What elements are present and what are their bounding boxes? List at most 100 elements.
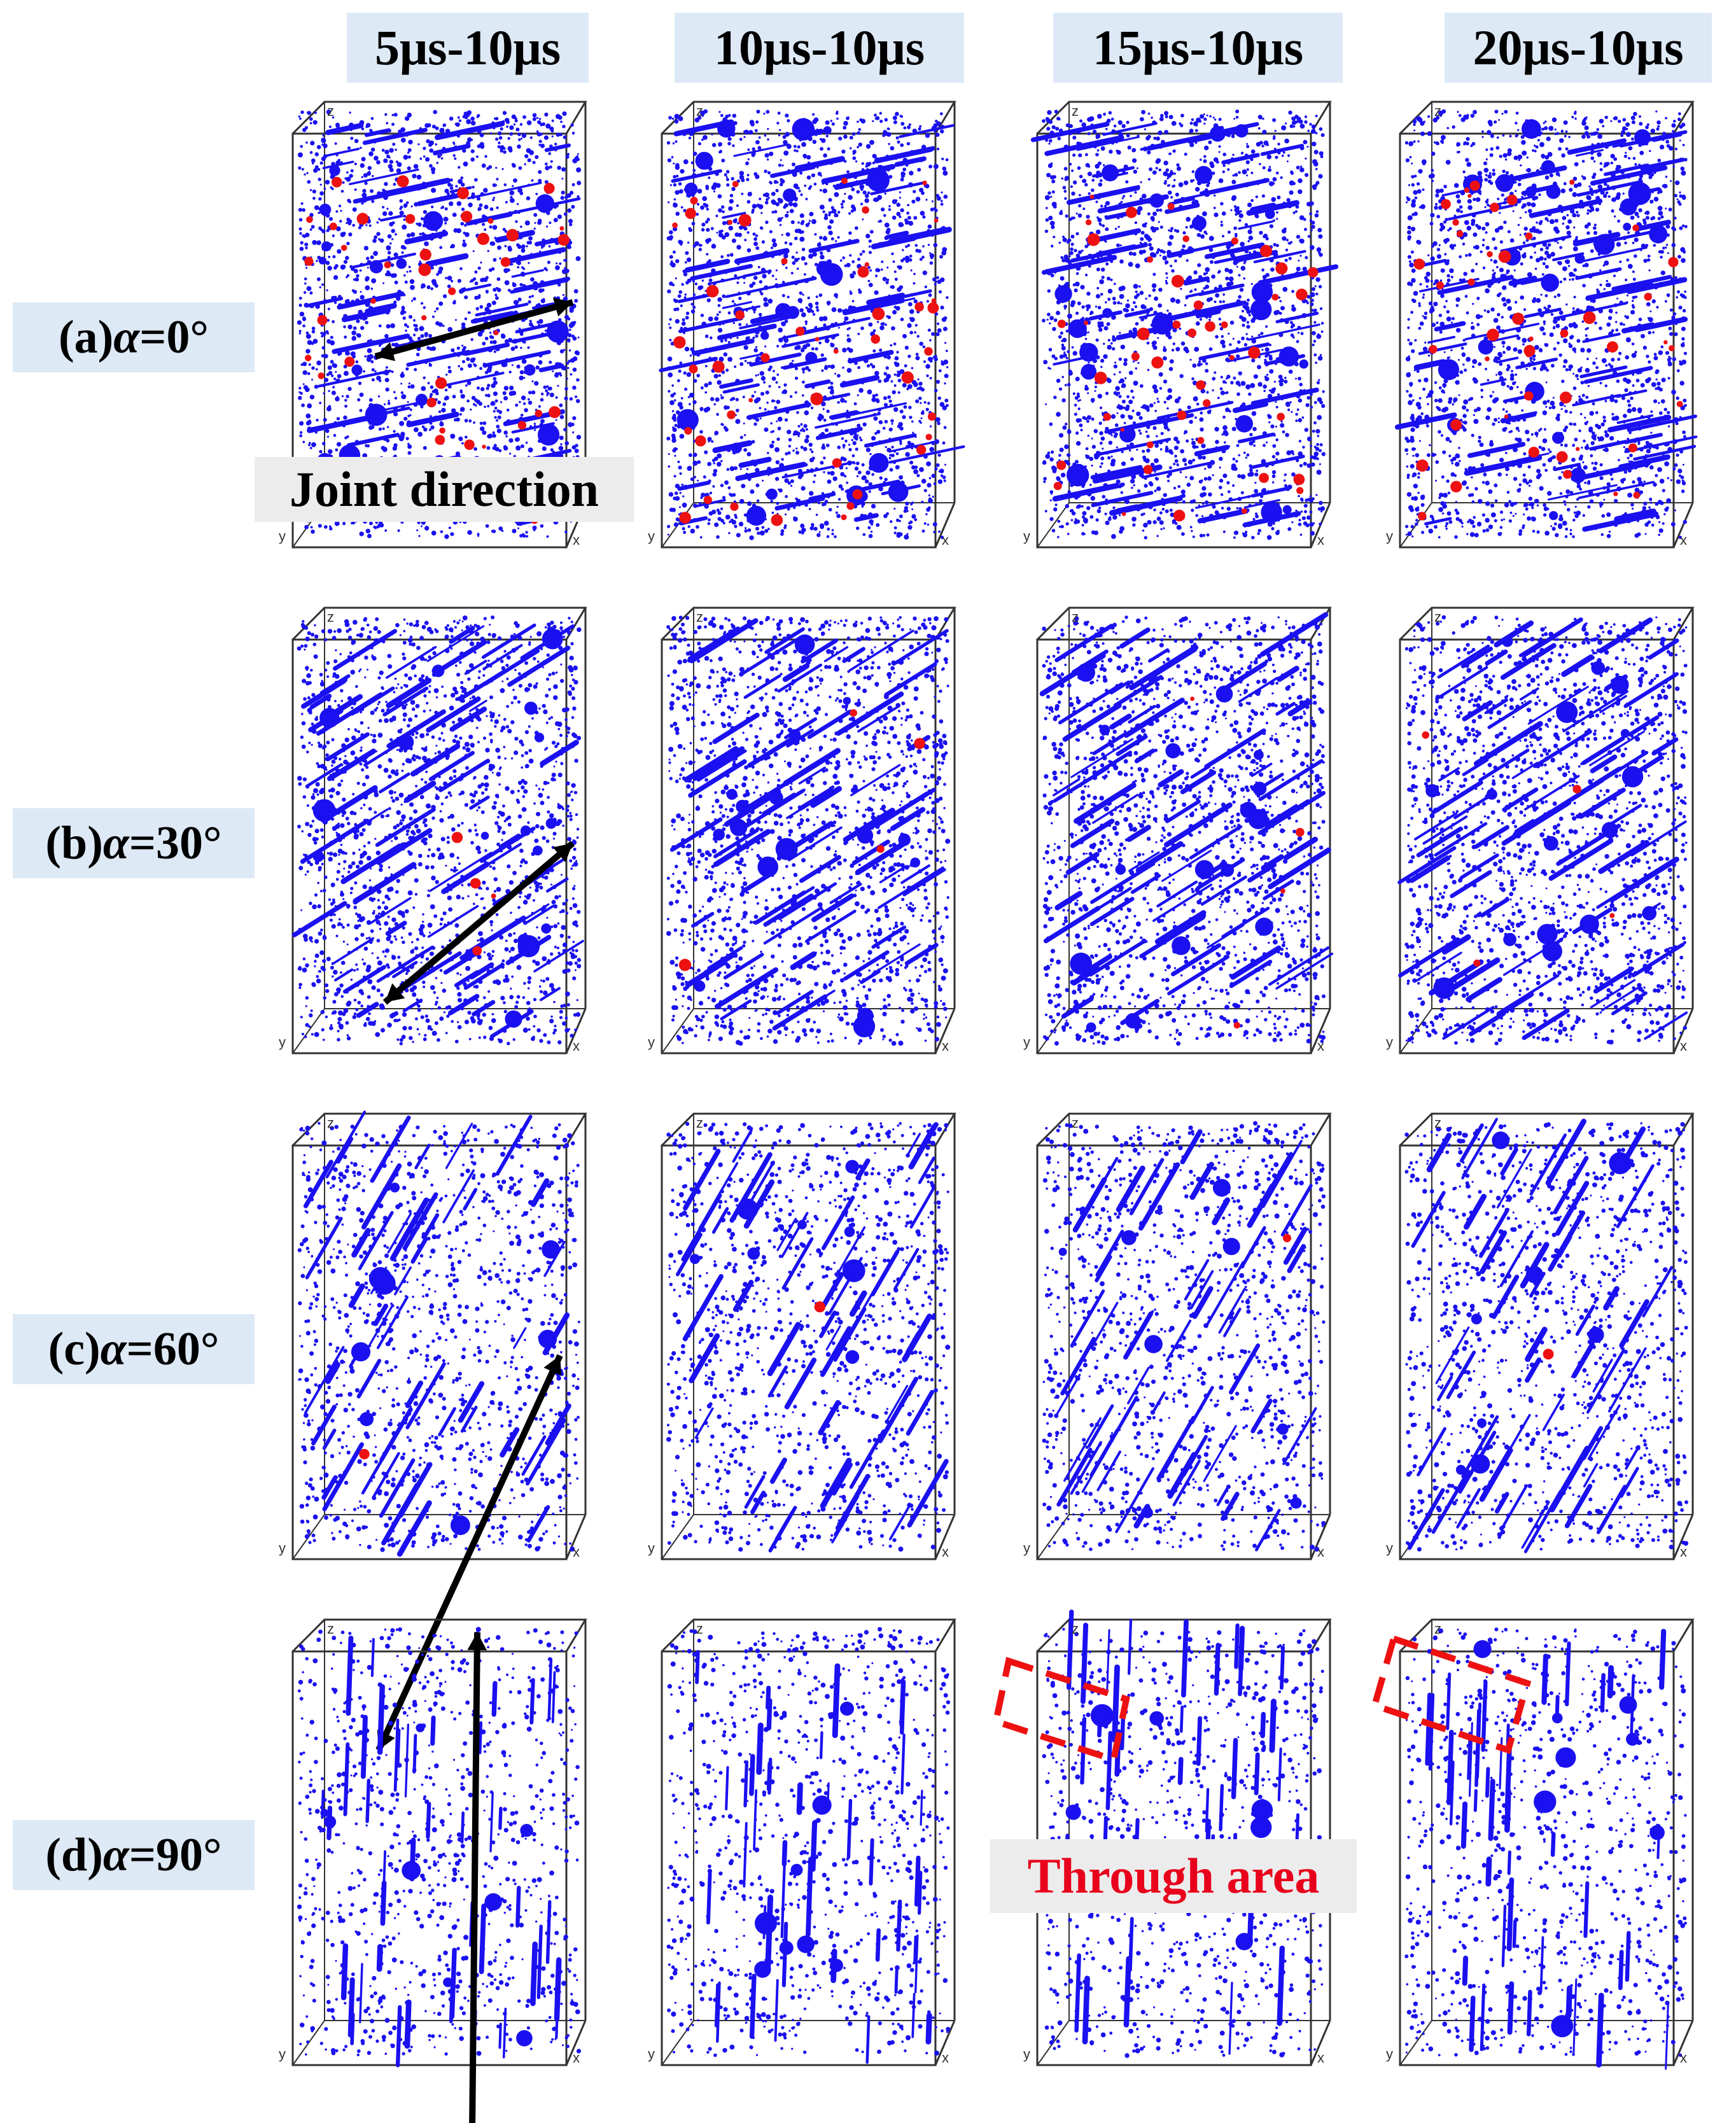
column-header-3: 15μs-10μs: [1053, 13, 1343, 83]
axis-label-z: z: [1434, 1115, 1441, 1131]
row-label-c-value: =60°: [127, 1322, 220, 1377]
column-header-4: 20μs-10μs: [1445, 13, 1712, 83]
row-label-a-prefix: (a): [59, 311, 113, 365]
row-label-b-prefix: (b): [45, 816, 102, 871]
pore-cloud: [292, 615, 584, 1046]
crack-points: [1190, 696, 1305, 1029]
column-header-2: 10μs-10μs: [675, 13, 964, 83]
row-label-b-alpha: α: [103, 816, 129, 871]
pore-cloud: [291, 109, 592, 539]
axis-label-x: x: [1317, 532, 1324, 548]
pore-cloud: [666, 615, 951, 1046]
axis-label-z: z: [1072, 1115, 1079, 1131]
pore-cloud: [1039, 612, 1334, 1046]
bounding-box: [1399, 606, 1695, 1054]
axis-label-y: y: [1386, 2046, 1393, 2062]
row-label-c-alpha: α: [101, 1322, 127, 1377]
axis-label-x: x: [1317, 1038, 1324, 1054]
joint-direction-label: Joint direction: [255, 457, 634, 522]
pore-cloud: [1042, 1121, 1326, 1552]
ct-panel-c-2: z y x: [643, 1107, 1037, 1578]
axis-label-z: z: [696, 103, 703, 119]
axis-label-y: y: [279, 528, 286, 544]
bounding-box: [661, 1112, 956, 1560]
ct-panel-b-1: z y x: [274, 601, 668, 1072]
axis-label-x: x: [1680, 532, 1687, 548]
ct-panel-a-4: z y x: [1381, 95, 1736, 566]
crack-points: [359, 1448, 370, 1460]
axis-label-y: y: [1386, 528, 1393, 544]
axis-label-z: z: [1434, 103, 1441, 119]
bounding-box: [1036, 606, 1332, 1054]
row-label-a: (a) α =0°: [13, 302, 255, 372]
pore-cloud: [659, 109, 965, 540]
axis-label-z: z: [696, 609, 703, 625]
axis-label-y: y: [279, 1034, 286, 1050]
axis-label-x: x: [1680, 1038, 1687, 1054]
axis-label-x: x: [942, 1038, 949, 1054]
joint-direction-arrow: [467, 1632, 487, 2123]
axis-label-y: y: [648, 2046, 655, 2062]
bounding-box: [661, 101, 956, 549]
row-label-d-prefix: (d): [45, 1828, 102, 1882]
axis-label-y: y: [279, 2046, 286, 2062]
axis-label-z: z: [1072, 1621, 1079, 1637]
joint-direction-arrow: [382, 841, 575, 1005]
pore-cloud: [1404, 1118, 1689, 1553]
ct-panel-a-1: z y x: [274, 95, 668, 566]
axis-label-x: x: [942, 532, 949, 548]
through-area-label: Through area: [990, 1839, 1357, 1913]
ct-panel-d-1: z y x: [274, 1613, 668, 2123]
axis-label-x: x: [1680, 1544, 1687, 1560]
axis-label-z: z: [696, 1621, 703, 1637]
pore-cloud: [297, 1627, 582, 2068]
axis-label-y: y: [1386, 1540, 1393, 1556]
axis-label-x: x: [573, 1544, 580, 1560]
bounding-box: [661, 606, 956, 1054]
ct-panel-a-2: z y x: [643, 95, 1037, 566]
pore-cloud: [1394, 109, 1698, 540]
axis-label-z: z: [327, 609, 334, 625]
bounding-box: [291, 1618, 587, 2066]
crack-points: [1053, 194, 1319, 522]
axis-label-x: x: [1317, 2050, 1324, 2066]
axis-label-z: z: [1072, 103, 1079, 119]
axis-label-y: y: [648, 1540, 655, 1556]
crack-points: [1422, 731, 1615, 967]
pore-cloud: [297, 1111, 580, 1557]
axis-label-z: z: [1434, 609, 1441, 625]
ct-panel-b-3: z y x: [1018, 601, 1413, 1072]
pore-cloud: [666, 1121, 951, 1553]
crack-points: [1413, 179, 1683, 521]
axis-label-y: y: [648, 1034, 655, 1050]
axis-label-z: z: [327, 1621, 334, 1637]
row-label-a-alpha: α: [113, 311, 139, 365]
axis-label-y: y: [1386, 1034, 1393, 1050]
ct-panel-b-4: z y x: [1381, 601, 1736, 1072]
axis-label-y: y: [648, 528, 655, 544]
axis-label-y: y: [279, 1540, 286, 1556]
ct-panel-c-4: z y x: [1381, 1107, 1736, 1578]
axis-label-x: x: [573, 1038, 580, 1054]
axis-label-x: x: [1317, 1544, 1324, 1560]
crack-points: [1282, 1233, 1292, 1243]
ct-panel-d-4: z y x: [1370, 1613, 1736, 2084]
axis-label-x: x: [942, 1544, 949, 1560]
row-label-b-value: =30°: [129, 816, 222, 871]
joint-direction-arrow: [374, 297, 574, 361]
ct-panel-c-1: z y x: [274, 1107, 668, 1752]
axis-label-y: y: [1023, 2046, 1030, 2062]
row-label-c-prefix: (c): [48, 1322, 101, 1377]
axis-label-x: x: [942, 2050, 949, 2066]
ct-panel-b-2: z y x: [643, 601, 1037, 1072]
column-header-1: 5μs-10μs: [347, 13, 589, 83]
axis-label-z: z: [696, 1115, 703, 1131]
axis-label-y: y: [1023, 528, 1030, 544]
row-label-b: (b) α =30°: [13, 808, 255, 878]
pore-cloud: [666, 1627, 951, 2064]
axis-label-y: y: [1023, 1034, 1030, 1050]
axis-label-z: z: [1434, 1621, 1441, 1637]
axis-label-z: z: [1072, 609, 1079, 625]
crack-points: [678, 709, 925, 971]
axis-label-x: x: [573, 2050, 580, 2066]
